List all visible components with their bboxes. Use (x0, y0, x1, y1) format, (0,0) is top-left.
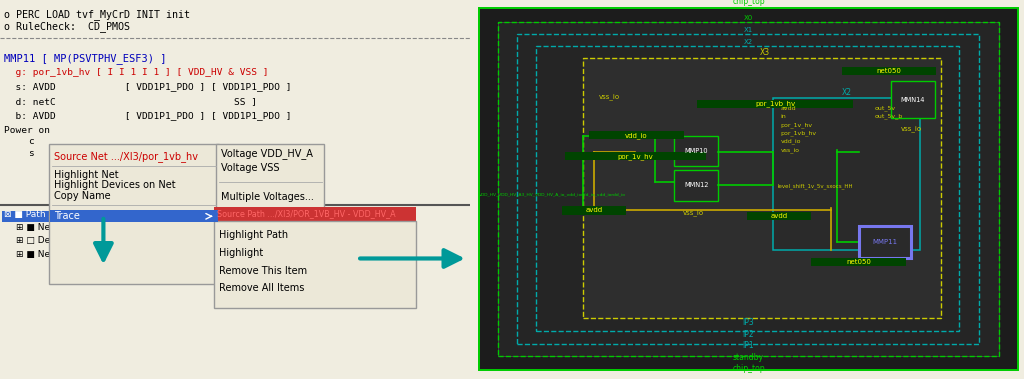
Text: Highlight Path: Highlight Path (218, 230, 288, 240)
FancyBboxPatch shape (214, 221, 416, 308)
Polygon shape (859, 226, 911, 258)
Text: avdd: avdd (586, 207, 603, 213)
Text: X1: X1 (743, 27, 754, 33)
Text: vss_io: vss_io (780, 147, 800, 153)
Text: Highlight Devices on Net: Highlight Devices on Net (54, 180, 176, 190)
FancyBboxPatch shape (216, 144, 325, 215)
FancyBboxPatch shape (811, 258, 906, 266)
Text: MMN12: MMN12 (684, 182, 709, 188)
Text: Trace: Trace (54, 211, 80, 221)
FancyBboxPatch shape (696, 100, 853, 108)
Text: IP2: IP2 (742, 330, 755, 339)
Text: chip_top: chip_top (732, 0, 765, 6)
Polygon shape (891, 81, 935, 118)
Text: MMN14: MMN14 (900, 97, 925, 103)
Text: MMP11: MMP11 (872, 239, 898, 245)
Text: Remove This Item: Remove This Item (218, 266, 306, 276)
FancyBboxPatch shape (2, 211, 214, 222)
Text: MMP10: MMP10 (684, 148, 708, 154)
Text: s: s (29, 149, 34, 158)
FancyBboxPatch shape (214, 207, 416, 221)
Text: o RuleCheck:  CD_PMOS: o RuleCheck: CD_PMOS (4, 21, 130, 32)
Text: Source Path .../XI3/POR_1VB_HV - VDD_HV_A: Source Path .../XI3/POR_1VB_HV - VDD_HV_… (217, 209, 395, 218)
FancyBboxPatch shape (842, 67, 936, 75)
Text: c: c (29, 137, 34, 146)
Text: vdd_io: vdd_io (780, 138, 801, 144)
Text: level_shift_1v_5v_sxocs_HH: level_shift_1v_5v_sxocs_HH (777, 183, 853, 189)
Text: g: por_1vb_hv [ I I 1 I 1 ] [ VDD_HV & VSS ]: g: por_1vb_hv [ I I 1 I 1 ] [ VDD_HV & V… (4, 68, 268, 77)
FancyBboxPatch shape (746, 212, 811, 220)
Text: X2: X2 (842, 88, 852, 97)
Text: avdd: avdd (780, 105, 796, 111)
Polygon shape (478, 8, 1019, 370)
FancyBboxPatch shape (50, 210, 218, 222)
FancyBboxPatch shape (49, 144, 218, 284)
Text: out_5v_b: out_5v_b (874, 113, 902, 119)
Text: Multiple Voltages...: Multiple Voltages... (221, 193, 313, 202)
Text: Remove All Items: Remove All Items (218, 283, 304, 293)
Polygon shape (674, 136, 718, 166)
Text: por_1vb_hv: por_1vb_hv (755, 100, 795, 107)
Text: IP3: IP3 (742, 318, 755, 327)
Polygon shape (584, 58, 941, 318)
Text: ⊞ ■ Net xstandby/xDA_IP_SXOSC_C40/x: ⊞ ■ Net xstandby/xDA_IP_SXOSC_C40/x (16, 223, 198, 232)
Text: ⊠ ■ Path xstandby/xDA_IP_SXOSC_C40/xA: ⊠ ■ Path xstandby/xDA_IP_SXOSC_C40/xA (4, 210, 196, 219)
Text: por_1v_hv: por_1v_hv (780, 122, 813, 128)
Text: s: AVDD            [ VDD1P1_PDO ] [ VDD1P1_PDO ]: s: AVDD [ VDD1P1_PDO ] [ VDD1P1_PDO ] (4, 83, 291, 92)
Text: out_5v: out_5v (874, 105, 895, 111)
Text: X2: X2 (744, 39, 753, 45)
Text: d: netC                               SS ]: d: netC SS ] (4, 97, 257, 106)
Text: Voltage VDD_HV_A: Voltage VDD_HV_A (221, 148, 312, 159)
Text: Highlight: Highlight (218, 248, 263, 258)
Text: vss_io: vss_io (900, 125, 922, 132)
Text: net050: net050 (846, 259, 871, 265)
Text: vss_io: vss_io (683, 209, 705, 216)
Text: standby: standby (733, 352, 764, 362)
Text: VDD_HV_VDD_HV_A3_HV_VDD_HV_A_io_vdd_iordd_io_vdd_iordd_io: VDD_HV_VDD_HV_A3_HV_VDD_HV_A_io_vdd_iord… (478, 193, 626, 196)
Polygon shape (773, 98, 921, 250)
Text: Power on: Power on (4, 126, 50, 135)
Text: X0: X0 (743, 15, 754, 21)
Polygon shape (674, 170, 718, 201)
Text: vss_io: vss_io (599, 93, 620, 100)
FancyBboxPatch shape (589, 131, 684, 139)
Text: in: in (780, 114, 786, 119)
FancyBboxPatch shape (562, 206, 627, 215)
Text: ⊞ □ Device xstandby/xDA_IP_SXOSC_C: ⊞ □ Device xstandby/xDA_IP_SXOSC_C (16, 236, 194, 245)
Text: vdd_io: vdd_io (625, 132, 647, 139)
Text: Source Net .../XI3/por_1vb_hv: Source Net .../XI3/por_1vb_hv (54, 151, 198, 162)
Text: o PERC LOAD tvf_MyCrD INIT init: o PERC LOAD tvf_MyCrD INIT init (4, 9, 189, 20)
FancyBboxPatch shape (0, 205, 470, 379)
FancyBboxPatch shape (564, 152, 706, 160)
Text: por_1vb_hv: por_1vb_hv (780, 130, 816, 136)
Text: b: AVDD            [ VDD1P1_PDO ] [ VDD1P1_PDO ]: b: AVDD [ VDD1P1_PDO ] [ VDD1P1_PDO ] (4, 111, 291, 121)
Text: Voltage VSS: Voltage VSS (221, 163, 280, 172)
Text: avdd: avdd (770, 213, 787, 219)
Text: IP1: IP1 (742, 341, 755, 350)
Text: X3: X3 (760, 48, 770, 57)
Text: Highlight Net: Highlight Net (54, 170, 119, 180)
Text: chip_top: chip_top (732, 364, 765, 373)
Text: ⊞ ■ Net VDD_HV_A: ⊞ ■ Net VDD_HV_A (16, 249, 104, 258)
Text: MMP11 [ MP(PSVTPHV_ESF3) ]: MMP11 [ MP(PSVTPHV_ESF3) ] (4, 53, 166, 64)
Text: net050: net050 (877, 68, 901, 74)
Text: por_1v_hv: por_1v_hv (617, 153, 653, 160)
Polygon shape (498, 22, 999, 356)
Text: Copy Name: Copy Name (54, 191, 111, 200)
